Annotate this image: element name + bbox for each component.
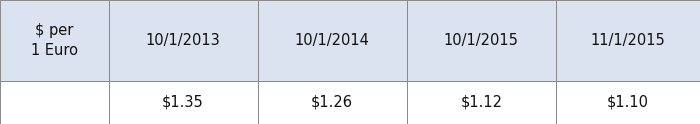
Bar bbox=[556, 0, 700, 81]
Bar bbox=[108, 81, 258, 124]
Bar bbox=[0, 0, 108, 81]
Bar bbox=[407, 81, 556, 124]
Text: 10/1/2015: 10/1/2015 bbox=[444, 33, 519, 48]
Text: $1.35: $1.35 bbox=[162, 95, 204, 110]
Bar bbox=[407, 0, 556, 81]
Text: 10/1/2014: 10/1/2014 bbox=[295, 33, 370, 48]
Text: 10/1/2013: 10/1/2013 bbox=[146, 33, 220, 48]
Bar bbox=[258, 0, 407, 81]
Bar bbox=[0, 81, 108, 124]
Text: 11/1/2015: 11/1/2015 bbox=[591, 33, 665, 48]
Bar bbox=[108, 0, 258, 81]
Bar bbox=[258, 81, 407, 124]
Text: $ per
1 Euro: $ per 1 Euro bbox=[31, 23, 78, 58]
Text: $1.12: $1.12 bbox=[461, 95, 503, 110]
Text: $1.10: $1.10 bbox=[607, 95, 649, 110]
Bar bbox=[556, 81, 700, 124]
Text: $1.26: $1.26 bbox=[311, 95, 353, 110]
